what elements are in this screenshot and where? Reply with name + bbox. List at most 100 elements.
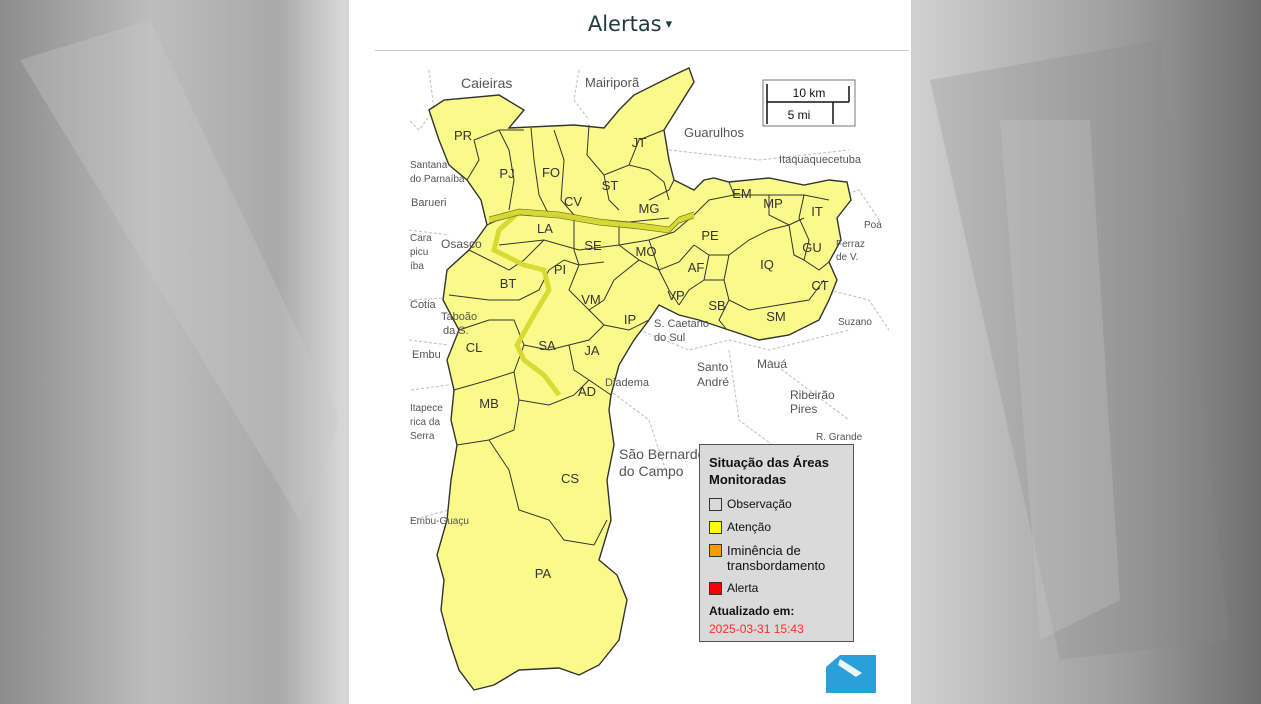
alerts-title: Alertas: [587, 12, 662, 36]
area-labels: PR PJ FO CV JT ST MG LA SE MO PI BT VM I…: [454, 128, 829, 581]
area-label[interactable]: CV: [564, 194, 582, 209]
legend-item-iminencia: Iminência de transbordamento: [709, 543, 845, 573]
place-label: S. Caetano: [654, 318, 709, 330]
scale-bar: 10 km 5 mi: [762, 79, 856, 127]
place-label: de V.: [836, 252, 858, 263]
area-label[interactable]: IT: [811, 204, 823, 219]
area-label[interactable]: SB: [708, 298, 725, 313]
area-label[interactable]: MG: [639, 201, 660, 216]
yellow-swatch-icon: [709, 521, 722, 534]
place-label: do Campo: [619, 463, 684, 479]
place-label: Diadema: [605, 377, 650, 389]
area-label[interactable]: LA: [537, 221, 553, 236]
place-label: Mairiporã: [585, 75, 640, 90]
scale-km-label: 10 km: [793, 86, 826, 100]
updated-label: Atualizado em:: [709, 604, 795, 618]
area-label[interactable]: JT: [632, 135, 647, 150]
area-label[interactable]: PA: [535, 566, 552, 581]
place-label: Mauá: [757, 357, 787, 371]
place-label: Santo: [697, 360, 729, 374]
area-label[interactable]: FO: [542, 165, 560, 180]
place-label: André: [697, 375, 729, 389]
updated-timestamp: 2025-03-31 15:43: [709, 622, 804, 636]
place-label: Embu: [412, 349, 441, 361]
place-label: Suzano: [838, 317, 872, 328]
orange-swatch-icon: [709, 544, 722, 557]
area-label[interactable]: PR: [454, 128, 472, 143]
place-label: Ferraz: [836, 239, 865, 250]
area-label[interactable]: MP: [763, 196, 783, 211]
place-label: Guarulhos: [684, 125, 744, 140]
area-label[interactable]: MO: [636, 244, 657, 259]
legend-item-observacao: Observação: [709, 497, 845, 512]
area-label[interactable]: SA: [538, 338, 556, 353]
red-swatch-icon: [709, 582, 722, 595]
place-label: Itaquaquecetuba: [779, 154, 862, 166]
scale-mi-label: 5 mi: [788, 108, 811, 122]
area-label[interactable]: VP: [667, 288, 684, 303]
legend-box: Situação das Áreas Monitoradas Observaçã…: [699, 444, 854, 642]
area-label[interactable]: ST: [602, 178, 619, 193]
legend-item-label: Iminência de transbordamento: [727, 543, 826, 573]
place-label: picu: [410, 247, 428, 258]
area-label[interactable]: PE: [701, 228, 719, 243]
area-label[interactable]: EM: [732, 186, 752, 201]
place-label: Osasco: [441, 237, 482, 251]
area-label[interactable]: CT: [811, 278, 828, 293]
area-label[interactable]: PI: [554, 262, 566, 277]
legend-item-label: Atenção: [727, 520, 772, 534]
area-label[interactable]: SM: [766, 309, 786, 324]
place-label: Barueri: [411, 197, 446, 209]
sao-paulo-map: PR PJ FO CV JT ST MG LA SE MO PI BT VM I…: [408, 67, 890, 691]
place-label: Taboão: [441, 311, 477, 323]
area-label[interactable]: CL: [466, 340, 483, 355]
place-label: da S.: [443, 325, 469, 337]
place-label: rica da: [410, 417, 440, 428]
place-label: Pires: [790, 402, 817, 416]
area-label[interactable]: IP: [624, 312, 636, 327]
place-label: Serra: [410, 431, 435, 442]
area-label[interactable]: PJ: [499, 166, 514, 181]
place-label: Poá: [864, 220, 882, 231]
area-label[interactable]: AD: [578, 384, 596, 399]
legend-item-label: Alerta: [727, 581, 759, 595]
area-label[interactable]: BT: [500, 276, 517, 291]
place-label: Ribeirão: [790, 388, 835, 402]
alerts-panel: Alertas ▾: [349, 0, 911, 704]
place-label: do Sul: [654, 332, 685, 344]
place-label: Itapece: [410, 403, 443, 414]
place-label: Santana: [410, 160, 448, 171]
area-label[interactable]: AF: [688, 260, 705, 275]
legend-title: Situação das Áreas Monitoradas: [709, 454, 845, 488]
place-label: Embu-Guaçu: [410, 516, 469, 527]
area-label[interactable]: SE: [584, 238, 602, 253]
legend-title-line1: Situação das Áreas: [709, 455, 829, 470]
area-label[interactable]: IQ: [760, 257, 774, 272]
legend-item-label: Observação: [727, 497, 792, 511]
place-label: Cara: [410, 233, 432, 244]
legend-item-alerta: Alerta: [709, 581, 845, 596]
dropdown-caret-icon[interactable]: ▾: [665, 17, 673, 32]
place-label: Cotia: [410, 299, 437, 311]
city-boundary: [428, 67, 852, 691]
area-label[interactable]: CS: [561, 471, 579, 486]
place-label: São Bernardo: [619, 446, 706, 462]
area-label[interactable]: GU: [802, 240, 822, 255]
area-label[interactable]: JA: [584, 343, 600, 358]
alerts-header[interactable]: Alertas ▾: [349, 12, 911, 36]
place-label: R. Grande: [816, 432, 863, 443]
cge-logo-icon[interactable]: [826, 655, 876, 693]
place-labels: Caieiras Mairiporã Guarulhos Itaquaquece…: [410, 75, 882, 527]
place-label: Caieiras: [461, 75, 512, 91]
header-divider: [375, 50, 909, 51]
legend-item-atencao: Atenção: [709, 520, 845, 535]
legend-title-line2: Monitoradas: [709, 472, 787, 487]
place-label: íba: [410, 261, 424, 272]
place-label: do Parnaíba: [410, 174, 465, 185]
neighbor-borders: [408, 69, 890, 521]
area-label[interactable]: MB: [479, 396, 499, 411]
river-edges: [488, 208, 695, 234]
rivers: [488, 209, 695, 397]
gray-swatch-icon: [709, 498, 722, 511]
area-label[interactable]: VM: [581, 292, 601, 307]
